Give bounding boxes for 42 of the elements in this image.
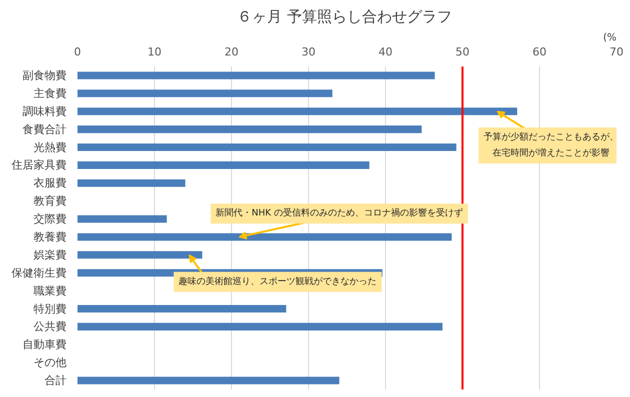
y-tick-label: 自動車費 xyxy=(22,338,66,352)
chart-title: ６ヶ月 予算照らし合わせグラフ xyxy=(237,8,452,26)
y-tick-label: 保健衛生費 xyxy=(12,266,66,280)
bar xyxy=(78,161,370,169)
y-tick-label: 合計 xyxy=(44,374,66,388)
y-tick-label: 公共費 xyxy=(34,320,66,334)
y-tick-label: 食費合計 xyxy=(22,122,66,136)
y-tick-label: 職業費 xyxy=(34,284,66,298)
x-tick-label: 0 xyxy=(74,46,81,58)
y-tick-label: 副食物費 xyxy=(22,68,66,82)
bar xyxy=(78,90,332,98)
y-tick-label: 特別費 xyxy=(34,302,66,316)
bar xyxy=(78,179,186,187)
x-tick-label: 40 xyxy=(378,46,392,58)
annotation: 趣味の美術館巡り、スポーツ観戦ができなかった xyxy=(178,276,377,287)
bar xyxy=(78,72,435,80)
x-tick-label: 60 xyxy=(532,46,546,58)
y-tick-label: 主食費 xyxy=(34,86,66,100)
y-tick-label: 娯楽費 xyxy=(34,248,66,262)
y-tick-label: その他 xyxy=(34,356,66,370)
text: (% xyxy=(603,32,617,44)
annotation: 予算が少額だったこともあるが、在宅時間が増えたことが影響 xyxy=(484,131,619,158)
y-tick-label: 教育費 xyxy=(34,194,66,208)
bar xyxy=(78,143,456,152)
y-tick-label: 光熱費 xyxy=(34,140,66,154)
y-tick-label: 衣服費 xyxy=(34,176,66,190)
bar xyxy=(78,126,422,134)
y-tick-label: 住居家具費 xyxy=(12,158,66,172)
bar xyxy=(78,215,167,223)
x-tick-label: 70 xyxy=(610,46,624,58)
y-tick-label: 調味料費 xyxy=(22,104,66,118)
x-tick-label: 20 xyxy=(224,46,238,58)
y-tick-label: 教養費 xyxy=(34,230,66,244)
x-tick-label: 50 xyxy=(456,46,470,58)
bar xyxy=(78,376,340,384)
x-tick-label: 10 xyxy=(148,46,162,58)
y-tick-label: 交際費 xyxy=(34,212,66,226)
annotation: 新聞代・NHK の受信料のみのため、コロナ禍の影響を受けず xyxy=(216,208,463,219)
bar xyxy=(78,233,452,241)
bar xyxy=(78,322,442,330)
bar xyxy=(78,304,286,313)
x-tick-label: 30 xyxy=(302,46,316,58)
